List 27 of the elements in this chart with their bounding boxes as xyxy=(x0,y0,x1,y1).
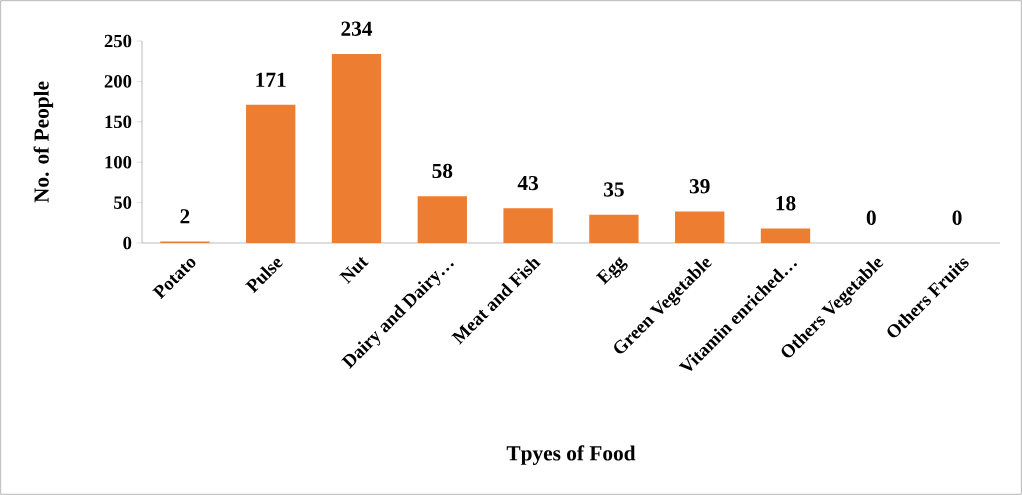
bar xyxy=(760,228,811,243)
data-label: 18 xyxy=(776,196,796,211)
data-label: 171 xyxy=(256,72,286,87)
y-axis-title: No. of People xyxy=(33,81,54,203)
bar xyxy=(331,53,382,243)
data-label: 0 xyxy=(866,210,876,225)
data-label: 58 xyxy=(432,163,453,179)
data-label: 35 xyxy=(604,182,624,197)
bar xyxy=(675,211,725,243)
y-tick-label: 150 xyxy=(105,115,132,129)
y-tick-label: 200 xyxy=(104,75,132,88)
data-label: 2 xyxy=(180,209,190,224)
data-label: 234 xyxy=(341,21,373,36)
x-tick-label: Egg xyxy=(595,256,628,285)
data-label: 43 xyxy=(517,175,539,191)
bar xyxy=(417,196,467,243)
y-tick-label: 0 xyxy=(123,236,132,250)
x-axis-title: Tpyes of Food xyxy=(506,445,636,465)
bar xyxy=(246,104,296,243)
x-tick-label: Nut xyxy=(339,257,369,285)
y-tick-label: 100 xyxy=(105,155,132,169)
y-tick-label: 250 xyxy=(104,34,132,48)
y-tick-label: 50 xyxy=(114,196,132,209)
bar xyxy=(503,208,553,243)
bar xyxy=(589,214,639,243)
data-label: 39 xyxy=(689,179,710,194)
data-label: 0 xyxy=(952,210,962,225)
